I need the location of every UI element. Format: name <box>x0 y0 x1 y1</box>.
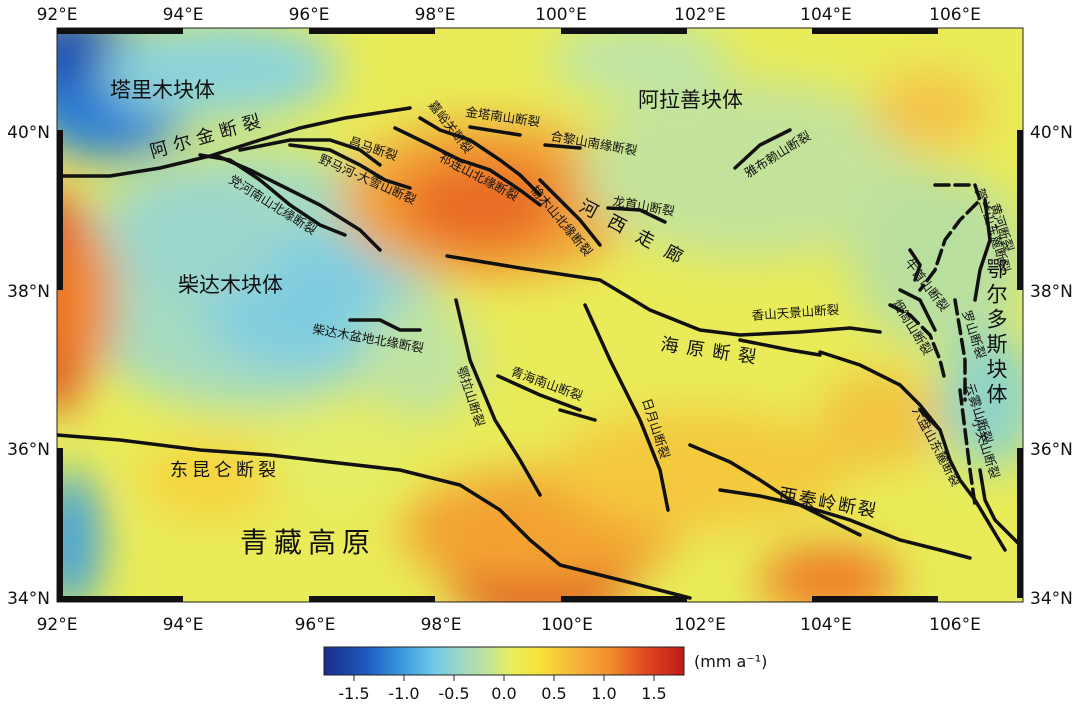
region-alxa: 阿拉善块体 <box>638 88 743 112</box>
lat-label: 38°N <box>1030 282 1073 302</box>
lon-label: 94°E <box>163 5 204 25</box>
lon-label: 96°E <box>289 5 330 25</box>
fault-line-helishan <box>543 143 582 150</box>
fault-line-haiyuan-2 <box>738 338 822 357</box>
region-tarim: 塔里木块体 <box>110 78 215 102</box>
label-kunlun: 东昆仑断裂 <box>170 460 280 481</box>
lat-label: 38°N <box>7 282 50 302</box>
fault-line-yabulai <box>733 128 792 170</box>
map-frame <box>56 27 1024 603</box>
fault-line-jiayuguan <box>418 116 542 197</box>
lon-label: 98°E <box>421 615 462 635</box>
fault-line-qinling <box>688 443 862 537</box>
fault-line-helan <box>918 183 983 292</box>
lon-label: 94°E <box>163 615 204 635</box>
fault-line-elashan <box>454 298 542 497</box>
fault-line-altyn <box>57 106 412 178</box>
velocity-field <box>57 28 1023 602</box>
region-ordos: 鄂尔多斯块体 <box>984 258 1008 408</box>
colorbar: -1.5 -1.0 -0.5 0.0 0.5 1.0 1.5 (mm a⁻¹) <box>323 646 767 703</box>
fault-line-kunlun <box>57 433 692 600</box>
region-tibet: 青藏高原 <box>240 526 376 559</box>
fault-line-jiaqian <box>908 248 922 282</box>
colorbar-tick-label: -1.5 <box>338 684 369 703</box>
lon-label: 106°E <box>929 615 981 635</box>
fault-line-yantong <box>898 288 937 332</box>
fault-line-liupan <box>918 408 1007 552</box>
fault-line-qinling-2 <box>718 488 972 560</box>
fault-line-luoshan <box>953 298 967 402</box>
lat-label: 34°N <box>1030 589 1073 609</box>
fault-line-qinghainanshan <box>496 374 582 412</box>
lat-label: 40°N <box>7 123 50 143</box>
lon-label: 102°E <box>674 5 726 25</box>
lon-label: 104°E <box>800 615 852 635</box>
fault-line-niushoushan <box>888 303 947 382</box>
colorbar-tick-label: 0.0 <box>491 684 516 703</box>
lon-label: 106°E <box>929 5 981 25</box>
label-xiangshan: 香山天景山断裂 <box>751 302 839 323</box>
lon-label: 98°E <box>415 5 456 25</box>
lat-label: 36°N <box>1030 440 1073 460</box>
colorbar-tick-label: 1.0 <box>591 684 616 703</box>
fault-line-huanghe <box>973 198 992 302</box>
lat-label: 40°N <box>1030 123 1073 143</box>
lon-label: 102°E <box>674 615 726 635</box>
fault-line-jintanan <box>468 125 522 137</box>
lon-label: 96°E <box>295 615 336 635</box>
fault-line-qaidam-n <box>348 318 422 332</box>
fault-lines <box>57 106 1022 600</box>
lon-label: 92°E <box>37 615 78 635</box>
fault-line-changma <box>238 138 382 167</box>
fault-line-haiyuan <box>445 254 882 337</box>
fault-line-danghe <box>213 153 382 252</box>
lon-label: 100°E <box>541 615 593 635</box>
fault-line-qhns-2 <box>558 408 597 422</box>
fault-line-yumu <box>538 178 602 247</box>
lon-labels-top: 92°E 94°E 96°E 98°E 100°E 102°E 104°E 10… <box>37 5 981 25</box>
colorbar-tick-label: -1.0 <box>388 684 419 703</box>
lon-labels-bottom: 92°E 94°E 96°E 98°E 100°E 102°E 104°E 10… <box>37 615 981 635</box>
lon-label: 100°E <box>535 5 587 25</box>
fault-line-riyue <box>583 303 670 512</box>
lat-labels-left: 34°N 36°N 38°N 40°N <box>7 123 50 609</box>
fault-line-yunwu <box>958 388 977 507</box>
lat-labels-right: 34°N 36°N 38°N 40°N <box>1030 123 1073 609</box>
colorbar-unit: (mm a⁻¹) <box>694 652 767 671</box>
colorbar-tick-label: -0.5 <box>438 684 469 703</box>
lon-label: 104°E <box>800 5 852 25</box>
region-qaidam: 柴达木块体 <box>178 273 283 297</box>
fault-line-xiaoguan <box>978 468 1022 547</box>
region-labels: 塔里木块体 阿拉善块体 柴达木块体 青藏高原 鄂尔多斯块体 <box>110 78 1008 559</box>
lat-label: 34°N <box>7 589 50 609</box>
fault-line-qilian-n <box>393 126 542 207</box>
fault-line-yema <box>288 143 412 190</box>
lat-label: 36°N <box>7 440 50 460</box>
colorbar-ticks: -1.5 -1.0 -0.5 0.0 0.5 1.0 1.5 <box>338 675 667 703</box>
fault-line-haiyuan-3 <box>818 350 942 432</box>
colorbar-tick-label: 0.5 <box>541 684 566 703</box>
colorbar-gradient <box>323 646 685 676</box>
lon-label: 92°E <box>37 5 78 25</box>
colorbar-tick-label: 1.5 <box>641 684 666 703</box>
fault-line-longshou <box>606 206 667 224</box>
